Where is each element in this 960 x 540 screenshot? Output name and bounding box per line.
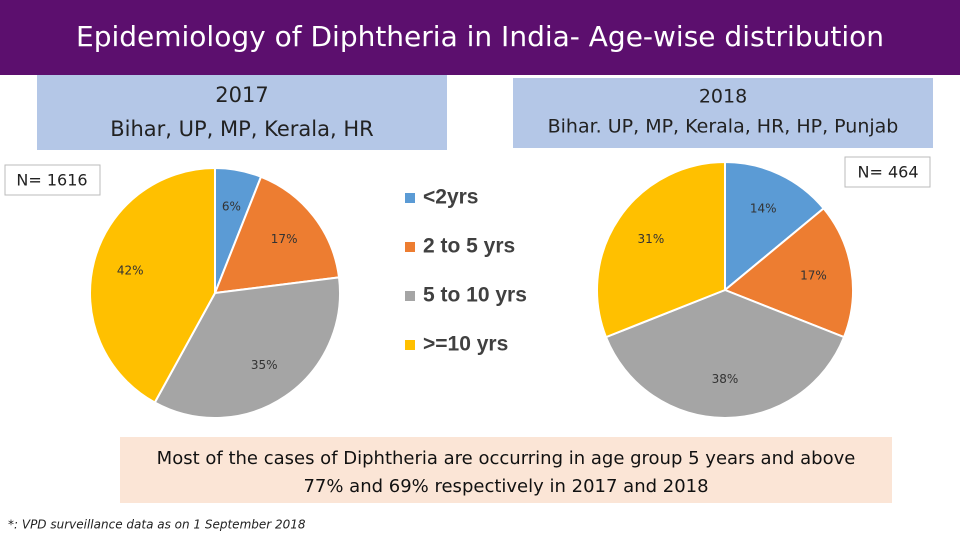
pie-slice [596, 160, 726, 339]
data-label: 31% [638, 232, 665, 246]
legend-label: 2 to 5 yrs [423, 235, 515, 258]
data-label: 17% [271, 232, 298, 246]
title-box-2018 [513, 78, 933, 148]
legend-label: >=10 yrs [423, 333, 508, 356]
chart-subtitle: Bihar. UP, MP, Kerala, HR, HP, Punjab [548, 116, 899, 138]
data-label: 35% [251, 358, 278, 372]
legend-swatch [405, 242, 415, 252]
legend-label: <2yrs [423, 186, 478, 209]
chart-title: 2018 [699, 86, 747, 108]
legend-label: 5 to 10 yrs [423, 284, 527, 307]
header-band [0, 0, 960, 75]
conclusion-text: 77% and 69% respectively in 2017 and 201… [303, 476, 708, 497]
data-label: 14% [750, 201, 777, 215]
data-label: 38% [712, 372, 739, 386]
footnote: *: VPD surveillance data as on 1 Septemb… [8, 518, 306, 532]
plots: 6% 17% 35% 42% <2yrs 2 to 5 yrs 5 to 10 yrs >=1… [89, 160, 854, 419]
slide-title: Epidemiology of Diphtheria in India- Age… [76, 20, 884, 53]
data-label: 42% [117, 264, 144, 278]
n-label: N= 1616 [16, 171, 87, 190]
legend-swatch [405, 340, 415, 350]
data-label: 17% [800, 268, 827, 282]
pie-slice [724, 160, 826, 293]
pie-slice [723, 207, 854, 339]
chart-title: 2017 [215, 83, 268, 107]
conclusion-text: Most of the cases of Diphtheria are occu… [157, 448, 856, 469]
n-box [844, 156, 931, 188]
n-box [4, 164, 101, 196]
pie-slice [604, 288, 846, 419]
chart-subtitle: Bihar, UP, MP, Kerala, HR [110, 117, 374, 141]
pie-slice [153, 276, 341, 419]
title-box-2017 [37, 75, 447, 150]
pie-slice [213, 175, 341, 295]
data-label: 6% [222, 200, 241, 214]
legend-swatch [405, 291, 415, 301]
pie-slice [89, 166, 216, 404]
conclusion-box [120, 437, 892, 503]
legend-swatch [405, 193, 415, 203]
n-label: N= 464 [858, 163, 919, 182]
